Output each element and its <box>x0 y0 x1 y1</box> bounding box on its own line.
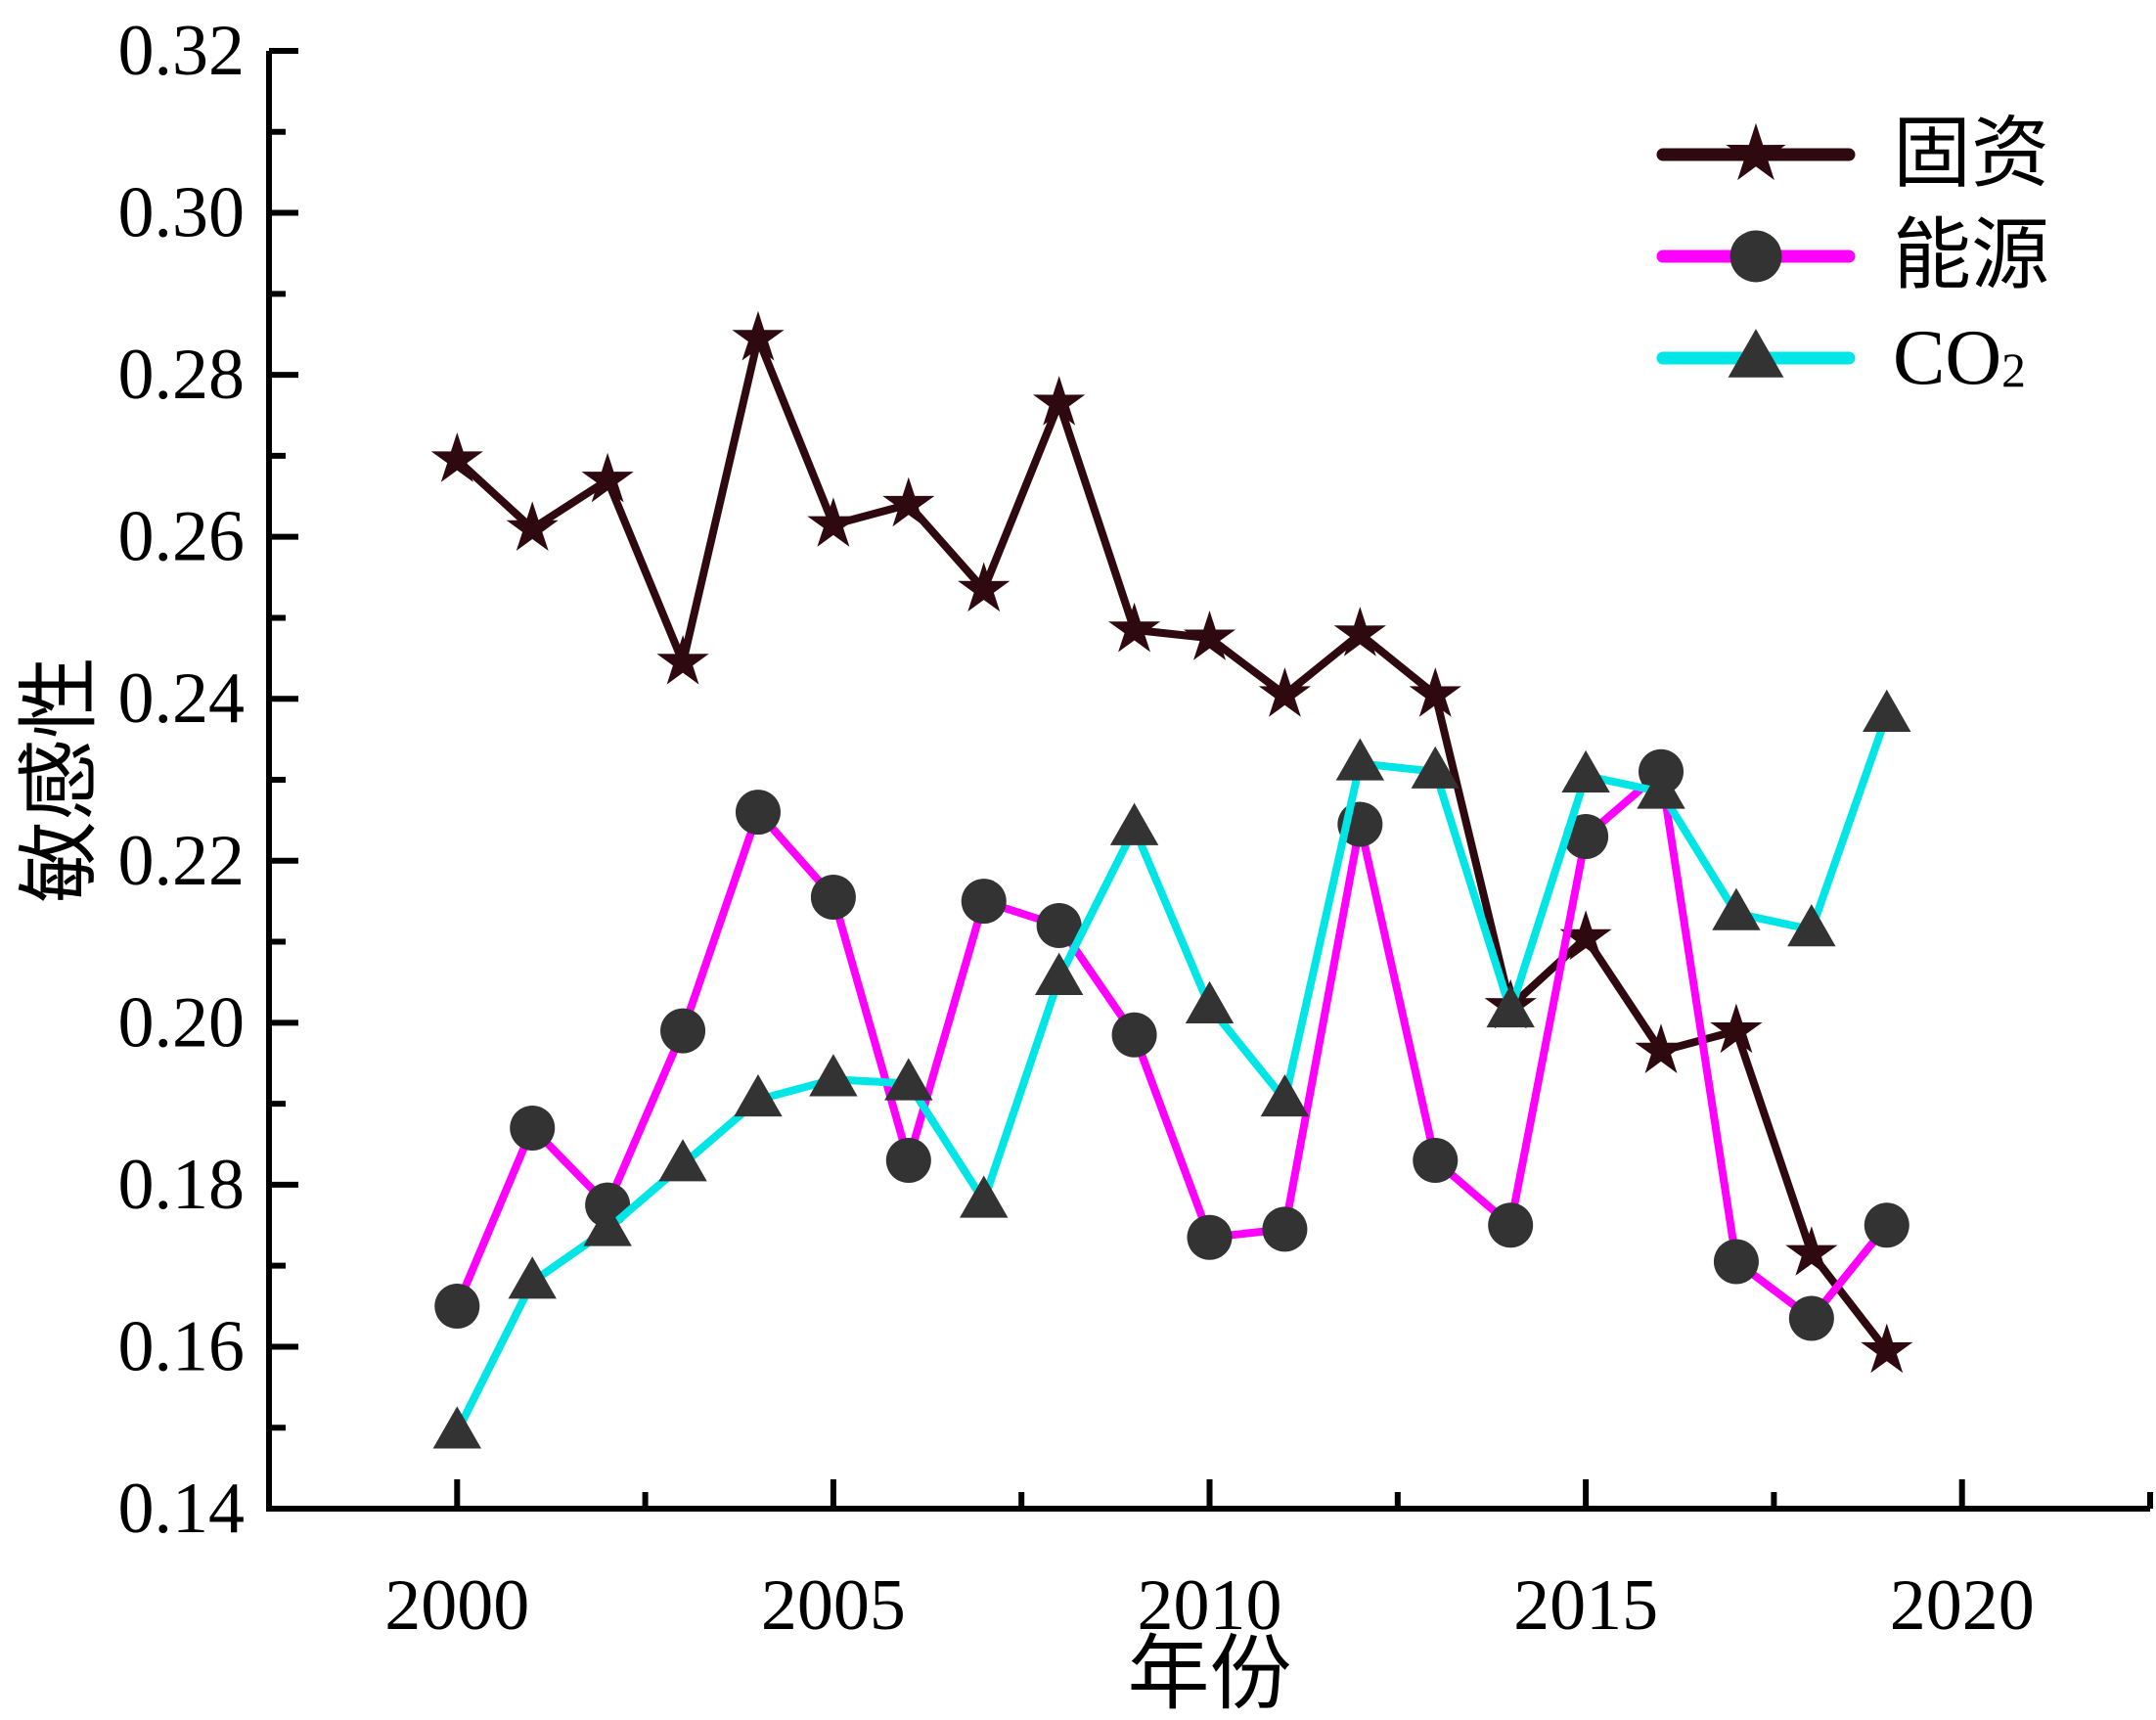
star-marker <box>1559 910 1612 961</box>
circle-marker <box>1187 1214 1233 1260</box>
y-axis-title: 敏感性 <box>16 656 107 903</box>
circle-marker <box>434 1284 480 1330</box>
star-marker <box>581 452 634 503</box>
triangle-marker <box>1712 887 1761 930</box>
x-tick-label: 2005 <box>761 1565 906 1646</box>
triangle-marker <box>1787 904 1836 947</box>
circle-marker <box>510 1105 556 1151</box>
triangle-marker <box>1034 952 1084 995</box>
triangle-marker <box>1863 689 1911 732</box>
y-tick-label: 0.26 <box>118 497 246 577</box>
circle-marker <box>1563 813 1609 859</box>
circle-marker <box>1713 1239 1759 1285</box>
circle-marker <box>660 1008 706 1054</box>
circle-marker <box>1262 1206 1308 1252</box>
y-tick-label: 0.24 <box>118 658 246 739</box>
star-marker <box>430 432 483 482</box>
star-marker <box>882 476 935 527</box>
tick-labels: 0.14 0.16 0.18 0.20 0.22 0.24 0.26 0.28 0.30 0.32… <box>118 11 2035 1646</box>
star-marker <box>1861 1323 1913 1374</box>
triangle-marker <box>1486 984 1535 1028</box>
circle-marker <box>961 879 1007 925</box>
star-marker <box>506 501 559 551</box>
triangle-marker <box>432 1406 481 1449</box>
circle-marker <box>1111 1012 1157 1058</box>
star-marker <box>1785 1226 1838 1276</box>
triangle-marker <box>1561 749 1610 793</box>
star-marker <box>656 635 709 685</box>
circle-marker <box>1788 1295 1834 1341</box>
circle-marker <box>1036 903 1082 948</box>
circle-marker <box>735 790 781 836</box>
y-tick-label: 0.32 <box>118 11 246 91</box>
star-marker <box>1183 611 1236 660</box>
star-marker <box>958 562 1011 612</box>
y-tick-label: 0.16 <box>118 1306 246 1386</box>
legend-label-fixed-assets: 固资 <box>1893 112 2049 198</box>
y-tick-label: 0.22 <box>118 821 246 901</box>
star-marker <box>1333 607 1386 656</box>
ticks <box>269 48 2153 1512</box>
star-marker <box>1108 602 1161 653</box>
triangle-marker <box>1109 802 1159 845</box>
triangle-marker <box>1637 766 1685 809</box>
circle-marker <box>1729 230 1782 283</box>
y-tick-label: 0.28 <box>118 335 246 415</box>
x-tick-label: 2010 <box>1138 1565 1282 1646</box>
triangle-marker <box>734 1073 783 1117</box>
star-marker <box>1710 1003 1763 1054</box>
circle-marker <box>885 1138 931 1184</box>
triangle-marker <box>960 1175 1009 1218</box>
x-tick-label: 2020 <box>1890 1565 2035 1646</box>
legend-item-fixed-assets: 固资 <box>1656 112 2049 198</box>
circle-marker <box>810 875 856 921</box>
triangle-marker <box>809 1054 858 1097</box>
triangle-marker <box>1411 746 1460 789</box>
star-marker <box>1726 122 1786 181</box>
triangle-marker <box>1185 980 1235 1023</box>
legend-label-energy: 能源 <box>1893 213 2049 299</box>
star-marker <box>1033 376 1086 426</box>
star-marker <box>1635 1023 1687 1073</box>
y-tick-label: 0.30 <box>118 173 246 253</box>
x-axis-title: 年份 <box>1127 1630 1291 1720</box>
legend-item-co2: CO2 <box>1656 315 2026 401</box>
star-marker <box>1409 667 1461 717</box>
star-marker <box>1258 667 1311 717</box>
y-tick-label: 0.18 <box>118 1145 246 1225</box>
circle-marker <box>1864 1202 1909 1248</box>
series-line-fixed-assets <box>453 334 1891 1355</box>
legend-label-co2: CO2 <box>1893 315 2026 401</box>
circle-marker <box>1413 1138 1459 1184</box>
legend-item-energy: 能源 <box>1656 213 2049 299</box>
y-tick-label: 0.20 <box>118 982 246 1063</box>
y-tick-label: 0.14 <box>118 1469 246 1549</box>
circle-marker <box>1488 1202 1534 1248</box>
series-co2 <box>432 689 1911 1449</box>
triangle-marker <box>508 1256 557 1299</box>
triangle-marker <box>658 1139 707 1182</box>
star-marker <box>807 497 860 547</box>
triangle-marker <box>884 1058 933 1101</box>
triangle-marker <box>1260 1073 1310 1117</box>
triangle-marker <box>1728 329 1784 378</box>
star-marker <box>732 310 785 361</box>
triangle-marker <box>583 1203 632 1246</box>
x-tick-label: 2015 <box>1513 1565 1658 1646</box>
triangle-marker <box>1335 738 1385 781</box>
x-tick-label: 2000 <box>384 1565 529 1646</box>
